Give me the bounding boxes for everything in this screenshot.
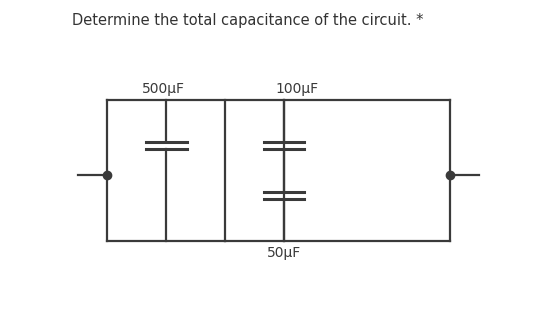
Text: 500μF: 500μF xyxy=(142,82,185,96)
Text: 50μF: 50μF xyxy=(267,246,301,260)
Text: Determine the total capacitance of the circuit. *: Determine the total capacitance of the c… xyxy=(72,13,424,28)
Text: 100μF: 100μF xyxy=(276,82,319,96)
